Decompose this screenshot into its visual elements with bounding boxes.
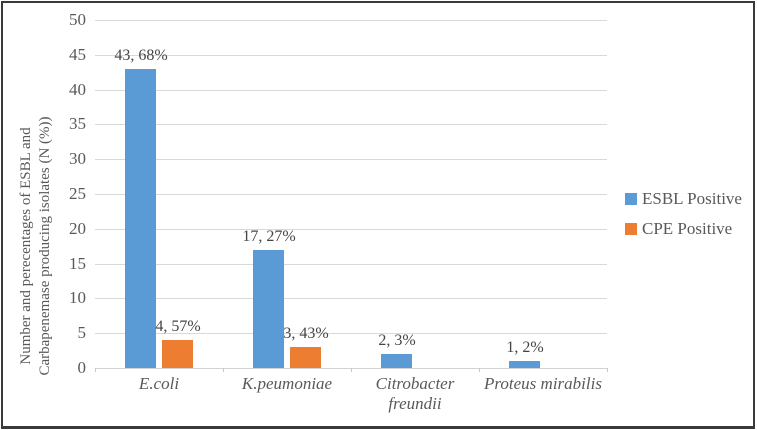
data-label-esbl-positive-citrobacter-freundii: 2, 3%	[378, 332, 416, 349]
plot-area: 43, 68% 17, 27% 2, 3% 1, 2% 4, 57% 3, 43%	[95, 20, 608, 372]
legend-swatch-icon	[625, 222, 637, 235]
bar-esbl-positive-citrobacter-freundii	[381, 354, 412, 368]
category-label-k-peumoniae: K.peumoniae	[241, 374, 333, 393]
data-label-cpe-positive-k-peumoniae: 3, 43%	[283, 325, 329, 342]
gridline-20	[95, 228, 607, 230]
gridline-45	[95, 54, 607, 56]
data-label-cpe-positive-e-coli: 4, 57%	[155, 318, 201, 335]
x-axis-tick	[223, 368, 224, 372]
gridline-50	[95, 20, 607, 21]
legend-label: ESBL Positive	[642, 189, 742, 208]
gridline-30	[95, 159, 607, 161]
y-tick-label-15: 15	[69, 253, 86, 273]
category-label-proteus-mirabilis: Proteus mirabilis	[484, 374, 602, 393]
legend-item-esbl-positive: ESBL Positive	[625, 190, 742, 207]
gridline-15	[95, 263, 607, 265]
gridline-10	[95, 298, 607, 300]
y-tick-label-40: 40	[69, 79, 86, 99]
y-tick-label-50: 50	[69, 10, 86, 29]
legend: ESBL Positive CPE Positive	[625, 190, 742, 250]
y-tick-label-10: 10	[69, 288, 86, 308]
y-tick-label-30: 30	[69, 149, 86, 169]
bar-esbl-positive-e-coli	[125, 69, 156, 368]
y-tick-label-35: 35	[69, 114, 86, 134]
gridline-5	[95, 333, 607, 335]
gridline-35	[95, 124, 607, 126]
bar-cpe-positive-k-peumoniae	[290, 347, 321, 368]
gridline-40	[95, 89, 607, 91]
category-label-citrobacter-freundii: Citrobacter freundii	[375, 374, 455, 413]
x-axis-tick	[95, 368, 96, 372]
gridline-25	[95, 194, 607, 195]
x-axis-tick	[479, 368, 480, 372]
x-axis-tick	[607, 368, 608, 372]
legend-item-cpe-positive: CPE Positive	[625, 220, 742, 237]
legend-label: CPE Positive	[642, 219, 733, 238]
y-tick-label-5: 5	[77, 323, 87, 343]
y-tick-label-0: 0	[77, 358, 87, 377]
y-tick-label-25: 25	[69, 184, 86, 203]
x-axis-tick	[351, 368, 352, 372]
data-label-esbl-positive-e-coli: 43, 68%	[114, 47, 168, 64]
bar-cpe-positive-e-coli	[162, 340, 193, 368]
bar-esbl-positive-proteus-mirabilis	[509, 361, 540, 368]
legend-swatch-icon	[625, 192, 637, 205]
y-tick-label-20: 20	[69, 218, 86, 238]
data-label-esbl-positive-k-peumoniae: 17, 27%	[242, 228, 296, 245]
data-label-esbl-positive-proteus-mirabilis: 1, 2%	[506, 339, 544, 356]
category-label-e-coli: E.coli	[138, 374, 180, 393]
bar-esbl-positive-k-peumoniae	[253, 250, 284, 368]
y-tick-label-45: 45	[69, 44, 86, 64]
